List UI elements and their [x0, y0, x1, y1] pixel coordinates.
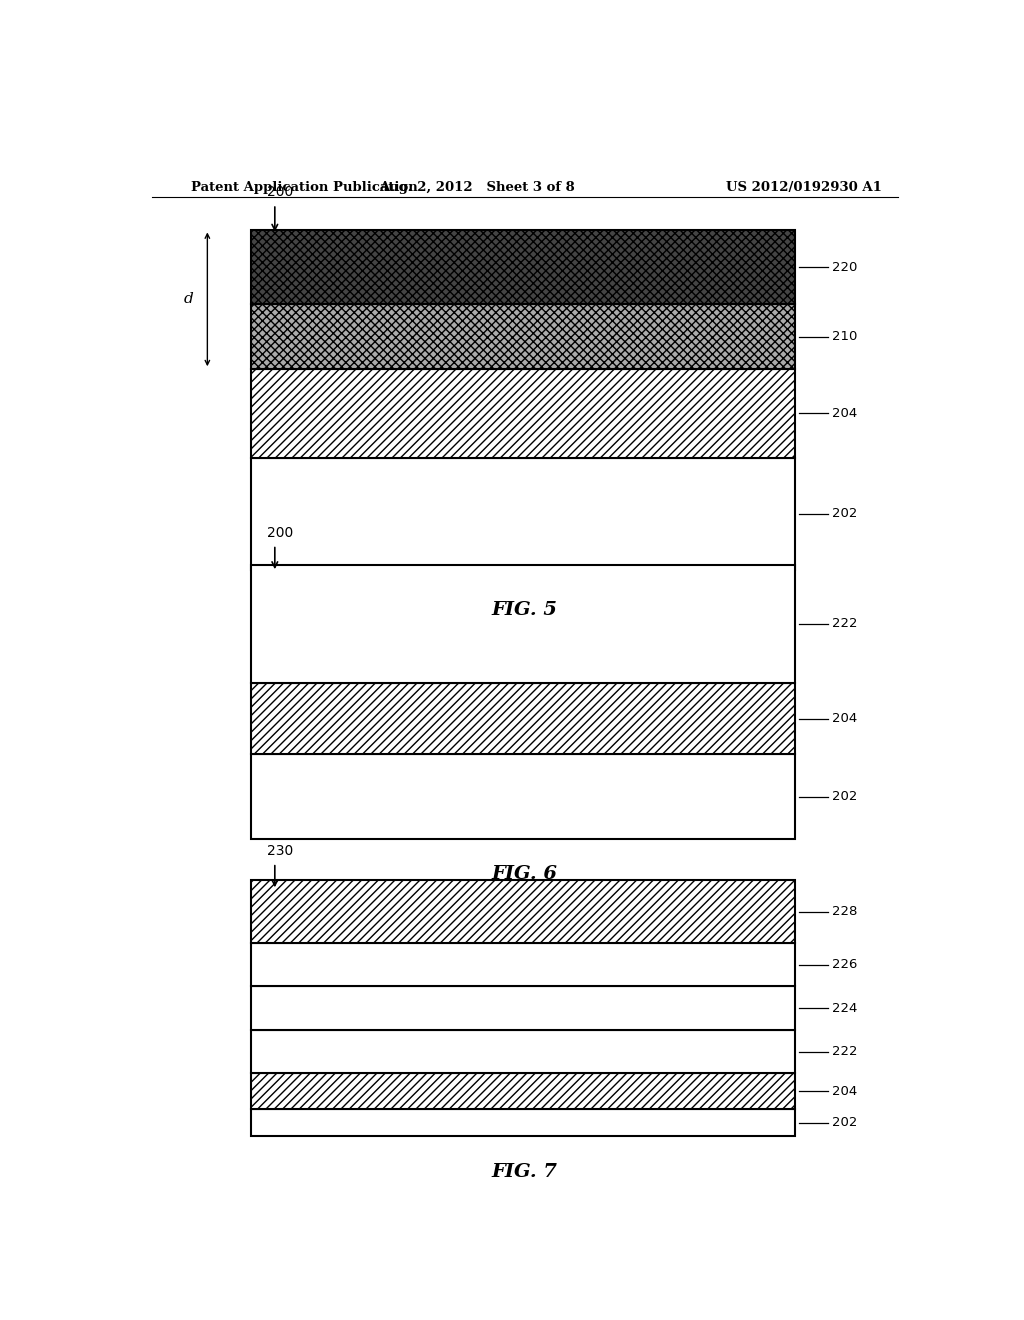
Text: 224: 224 [831, 1002, 857, 1015]
Text: 230: 230 [267, 843, 293, 858]
Text: US 2012/0192930 A1: US 2012/0192930 A1 [726, 181, 882, 194]
Text: FIG. 7: FIG. 7 [492, 1163, 558, 1180]
Bar [251, 370, 795, 458]
Text: 202: 202 [831, 507, 857, 520]
Text: 226: 226 [831, 958, 857, 972]
Text: FIG. 6: FIG. 6 [492, 865, 558, 883]
Text: 210: 210 [831, 330, 857, 343]
Bar [251, 565, 795, 682]
Bar [251, 1109, 795, 1137]
Bar [251, 1030, 795, 1073]
Text: 200: 200 [267, 525, 293, 540]
Bar [251, 880, 795, 942]
Bar [251, 986, 795, 1030]
Bar [251, 1073, 795, 1109]
Bar [251, 754, 795, 840]
Text: 202: 202 [831, 1117, 857, 1130]
Bar [251, 682, 795, 754]
Text: FIG. 5: FIG. 5 [492, 601, 558, 619]
Text: 204: 204 [831, 407, 857, 420]
Text: 200: 200 [267, 185, 293, 199]
Text: Aug. 2, 2012   Sheet 3 of 8: Aug. 2, 2012 Sheet 3 of 8 [379, 181, 575, 194]
Text: 204: 204 [831, 711, 857, 725]
Bar [251, 942, 795, 986]
Bar [251, 305, 795, 370]
Bar [251, 458, 795, 570]
Text: 204: 204 [831, 1085, 857, 1098]
Text: 228: 228 [831, 906, 857, 917]
Text: 220: 220 [831, 260, 857, 273]
Text: 202: 202 [831, 791, 857, 804]
Text: Patent Application Publication: Patent Application Publication [191, 181, 418, 194]
Text: 222: 222 [831, 1045, 857, 1059]
Bar [251, 230, 795, 305]
Text: 222: 222 [831, 618, 857, 631]
Text: d: d [183, 292, 194, 306]
